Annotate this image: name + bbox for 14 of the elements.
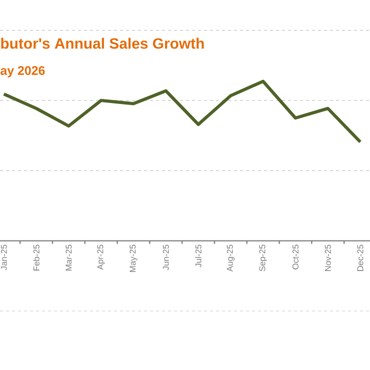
x-tick-label: Aug-25	[226, 244, 235, 272]
x-tick-label: Dec-25	[357, 244, 364, 271]
x-tick-label: Oct-25	[292, 244, 298, 270]
x-tick-label: Nov-25	[324, 244, 331, 271]
chart-subtitle: ay 2026	[0, 66, 45, 78]
x-tick-label: Mar-25	[66, 244, 72, 270]
x-tick-label: Apr-25	[97, 244, 105, 270]
x-tick-label: Jan-25	[0, 244, 7, 270]
chart-title: butor's Annual Sales Growth	[1, 38, 204, 49]
x-tick-label: Sep-25	[259, 244, 267, 272]
x-tick-label: Jul-25	[195, 244, 202, 268]
x-tick-label: May-25	[130, 244, 138, 272]
x-tick-label: Feb-25	[33, 244, 40, 270]
x-tick-label: Jun-25	[162, 244, 169, 270]
